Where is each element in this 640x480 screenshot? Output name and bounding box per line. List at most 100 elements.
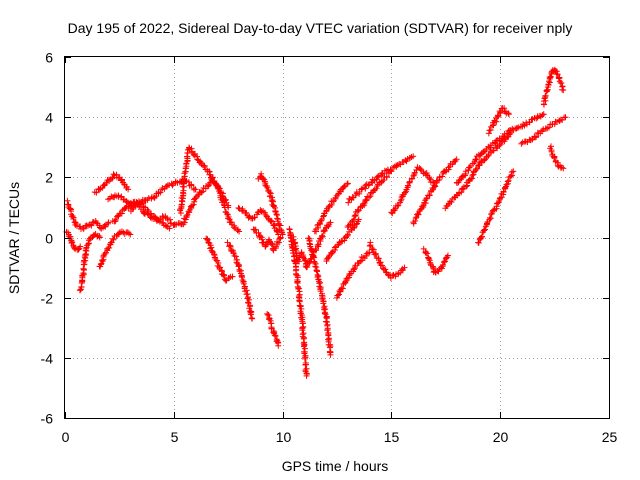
data-point [412, 215, 419, 222]
data-marks [63, 66, 569, 379]
data-point [97, 261, 104, 268]
data-point [238, 207, 245, 214]
data-point [169, 182, 176, 189]
data-point [555, 75, 562, 82]
data-point [363, 250, 370, 257]
data-point [220, 201, 227, 208]
data-point [558, 80, 565, 87]
data-point [227, 243, 234, 250]
data-point [270, 203, 277, 210]
data-point [207, 171, 214, 178]
data-point [560, 87, 567, 94]
data-point [320, 213, 327, 220]
data-point [543, 87, 550, 94]
data-point [246, 305, 253, 312]
data-point [518, 140, 525, 147]
data-point [270, 198, 277, 205]
data-point [349, 194, 356, 201]
data-point [562, 114, 569, 121]
data-point [91, 232, 98, 239]
data-point [167, 216, 174, 223]
data-point [366, 243, 373, 250]
data-point [225, 215, 232, 222]
data-point [402, 189, 409, 196]
data-point [463, 183, 470, 190]
data-point [118, 210, 125, 217]
data-point [474, 165, 481, 172]
data-point [216, 189, 223, 196]
data-point [88, 222, 95, 229]
data-point [367, 242, 374, 249]
data-point [321, 306, 328, 313]
data-point [194, 153, 201, 160]
data-point [484, 220, 491, 227]
data-point [303, 372, 310, 379]
data-point [179, 183, 186, 190]
data-point [445, 164, 452, 171]
data-point [439, 263, 446, 270]
data-point [374, 173, 381, 180]
data-point [230, 250, 237, 257]
data-point [192, 186, 199, 193]
data-point [273, 211, 280, 218]
data-point [127, 231, 134, 238]
data-point [293, 271, 300, 278]
data-point [545, 124, 552, 131]
data-point [493, 144, 500, 151]
data-point [344, 231, 351, 238]
data-point [501, 133, 508, 140]
data-point [105, 176, 112, 183]
data-point [426, 175, 433, 182]
data-point [317, 288, 324, 295]
data-point [362, 196, 369, 203]
data-point [101, 222, 108, 229]
data-point [215, 259, 222, 266]
data-point [350, 218, 357, 225]
data-point [317, 279, 324, 286]
data-point [268, 217, 275, 224]
data-point [336, 288, 343, 295]
data-point [417, 166, 424, 173]
data-point [220, 272, 227, 279]
data-point [257, 233, 264, 240]
data-point [231, 224, 238, 231]
data-point [93, 189, 100, 196]
data-point [388, 168, 395, 175]
data-point [363, 197, 370, 204]
data-point [274, 215, 281, 222]
data-point [542, 92, 549, 99]
data-point [64, 197, 71, 204]
data-point [481, 226, 488, 233]
data-point [502, 184, 509, 191]
data-point [414, 210, 421, 217]
data-point [180, 175, 187, 182]
data-point [211, 251, 218, 258]
data-point [247, 311, 254, 318]
data-point [224, 239, 231, 246]
data-point [469, 172, 476, 179]
data-point [252, 226, 259, 233]
data-point [302, 361, 309, 368]
data-point [415, 211, 422, 218]
data-point [441, 258, 448, 265]
data-point [71, 219, 78, 226]
data-point [266, 316, 273, 323]
data-point [352, 212, 359, 219]
data-point [298, 249, 305, 256]
data-point [453, 156, 460, 163]
data-point [382, 266, 389, 273]
data-point [125, 230, 132, 237]
data-point [389, 272, 396, 279]
data-point [221, 204, 228, 211]
data-point [341, 183, 348, 190]
data-point [539, 111, 546, 118]
data-point [368, 178, 375, 185]
data-point [436, 176, 443, 183]
data-point [96, 234, 103, 241]
data-point [85, 241, 92, 248]
data-point [69, 213, 76, 220]
data-point [183, 212, 190, 219]
data-point [268, 240, 275, 247]
data-point [138, 199, 145, 206]
